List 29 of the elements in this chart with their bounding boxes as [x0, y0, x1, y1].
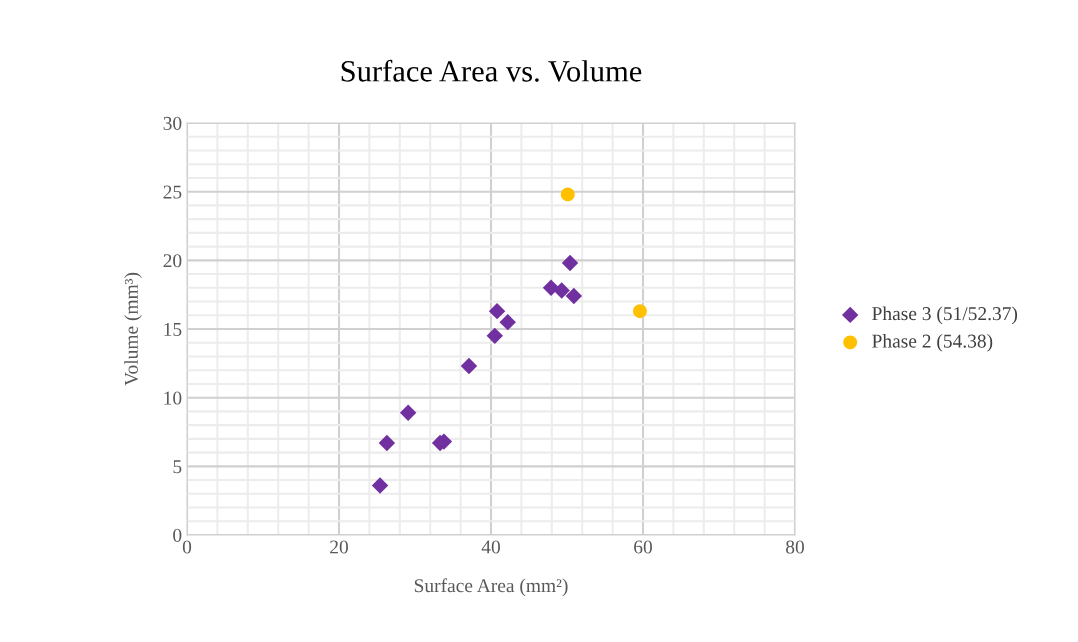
y-tick-label: 15 — [164, 322, 182, 336]
legend-label: Phase 3 (51/52.37) — [872, 306, 1018, 325]
legend-label: Phase 2 (54.38) — [872, 333, 993, 352]
y-tick-label: 30 — [163, 116, 182, 130]
point — [561, 254, 579, 272]
x-tick-label: 0 — [182, 540, 192, 554]
x-tick-label: 80 — [786, 540, 804, 554]
x-tick-label: 60 — [634, 540, 652, 554]
y-tick-label: 0 — [173, 528, 182, 542]
point — [399, 404, 417, 421]
y-tick-label: 25 — [163, 185, 182, 199]
x-tick-label: 20 — [330, 540, 348, 554]
point — [560, 187, 575, 202]
point — [486, 327, 504, 345]
y-tick-label: 10 — [164, 391, 182, 405]
point — [633, 304, 647, 319]
x-axis-title: Surface Area (mm²) — [414, 578, 568, 597]
point — [378, 434, 396, 452]
point — [499, 313, 516, 331]
chart-title: Surface Area vs. Volume — [341, 59, 642, 82]
y-tick-label: 5 — [173, 460, 182, 474]
point — [553, 282, 570, 299]
point — [565, 287, 583, 305]
point — [371, 477, 389, 494]
point — [460, 357, 478, 375]
y-tick-label: 20 — [163, 254, 182, 268]
point — [488, 302, 506, 320]
y-axis-title: Volume (mm³) — [124, 272, 142, 386]
x-tick-label: 40 — [481, 540, 500, 554]
